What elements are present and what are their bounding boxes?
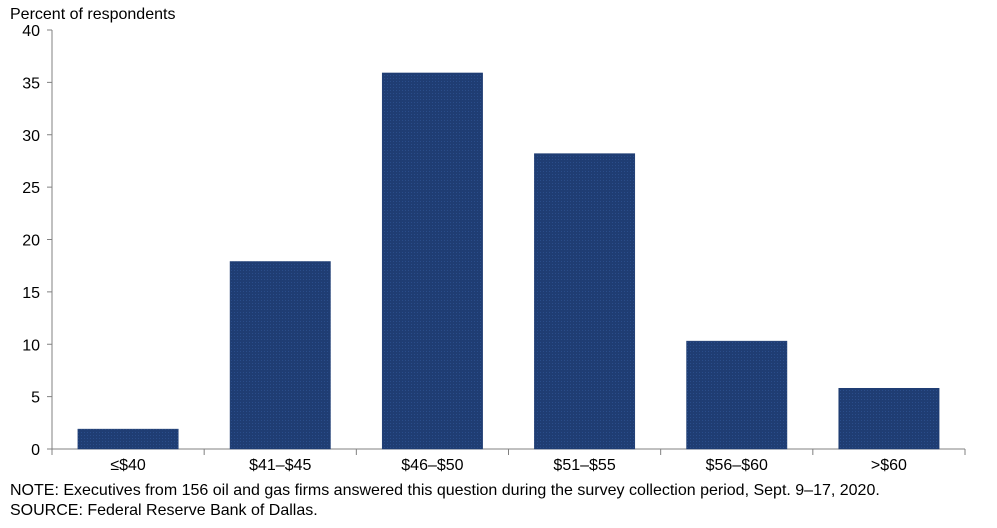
bar-chart: Percent of respondents 0510152025303540 …: [0, 0, 997, 480]
y-tick-label: 25: [22, 180, 40, 197]
bars: [78, 73, 939, 449]
bar-3: [382, 73, 482, 449]
x-tick-label: $56–$60: [706, 457, 768, 474]
y-tick-label: 10: [22, 337, 40, 354]
x-tick-label: >$60: [871, 457, 907, 474]
bar-4: [534, 154, 634, 449]
y-axis-label: Percent of respondents: [10, 6, 175, 23]
x-tick-label: $51–$55: [553, 457, 615, 474]
y-tick-label: 15: [22, 285, 40, 302]
bar-5: [687, 341, 787, 449]
y-tick-label: 30: [22, 128, 40, 145]
x-tick-label: $46–$50: [401, 457, 463, 474]
x-tick-label: $41–$45: [249, 457, 311, 474]
y-tick-label: 0: [31, 442, 40, 459]
source-text: SOURCE: Federal Reserve Bank of Dallas.: [10, 502, 318, 520]
bar-6: [839, 388, 939, 449]
note-text: NOTE: Executives from 156 oil and gas fi…: [10, 482, 880, 500]
bar-1: [78, 429, 178, 449]
y-tick-label: 40: [22, 23, 40, 40]
y-axis: 0 5 10 15 20 25 30 35 40: [22, 23, 52, 459]
y-tick-label: 5: [31, 390, 40, 407]
x-tick-label: ≤$40: [110, 457, 146, 474]
bar-2: [230, 261, 330, 449]
y-tick-label: 35: [22, 75, 40, 92]
x-axis: ≤$40 $41–$45 $46–$50 $51–$55 $56–$60 >$60: [52, 449, 965, 474]
y-tick-label: 20: [22, 233, 40, 250]
